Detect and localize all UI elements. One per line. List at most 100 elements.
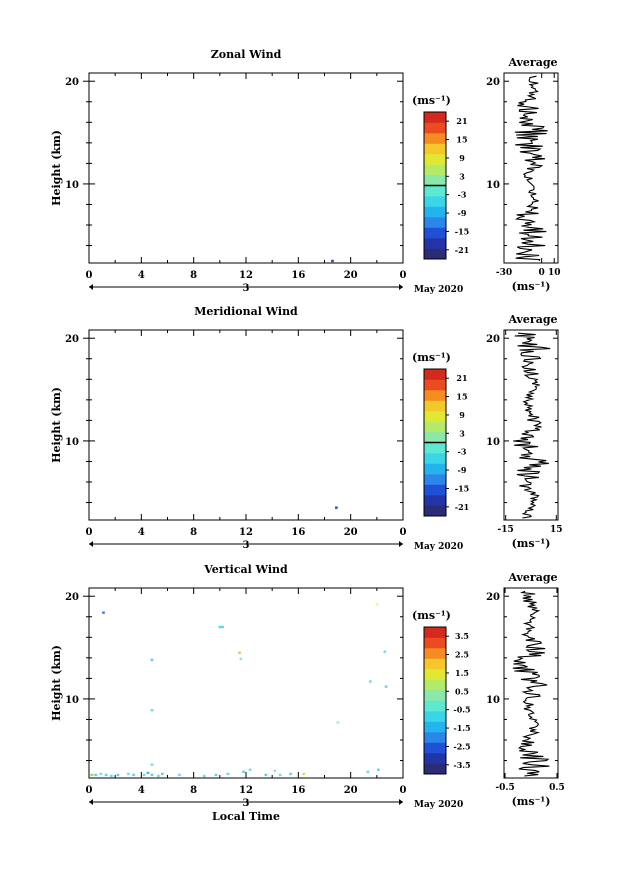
colorbar-segment <box>424 721 446 733</box>
average-title: Average <box>507 571 557 584</box>
colorbar-tick-label: 0.5 <box>455 686 469 696</box>
panel-2: Vertical Wind 0 4 8 12 16 20 0 10 20 Height (km) 3 M… <box>50 563 565 823</box>
date-bar-arrow-left <box>89 541 93 547</box>
date-bar-arrow-right <box>399 541 403 547</box>
y-axis-label: Height (km) <box>50 387 63 463</box>
data-cell <box>104 773 108 777</box>
y-tick-label: 20 <box>65 77 79 88</box>
colorbar-tick-label: 3.5 <box>455 631 469 641</box>
data-cell <box>110 774 113 778</box>
data-cell <box>369 680 372 683</box>
panel-title: Zonal Wind <box>211 48 282 61</box>
date-bar-arrow-right <box>399 799 403 805</box>
data-cell <box>226 772 230 776</box>
colorbar-segment <box>424 379 446 391</box>
data-cell <box>94 773 97 777</box>
colorbar-segment <box>424 700 446 712</box>
average-profile-line <box>513 332 551 519</box>
colorbar-segment <box>424 154 446 165</box>
average-y-tick-label: 20 <box>486 592 500 603</box>
data-cell <box>150 709 154 712</box>
colorbar-segment <box>424 669 446 680</box>
data-cell <box>278 773 282 777</box>
x-tick-label: 0 <box>400 527 407 538</box>
colorbar-tick-label: -3.5 <box>453 760 470 770</box>
colorbar-segment <box>424 763 446 775</box>
colorbar-segment <box>424 133 446 144</box>
data-cell <box>99 772 103 776</box>
data-cell <box>238 651 241 654</box>
colorbar-tick-label: -21 <box>455 502 469 512</box>
x-tick-label: 0 <box>86 527 93 538</box>
x-tick-label: 0 <box>86 785 93 796</box>
colorbar-segment <box>424 732 446 743</box>
x-axis-label: Local Time <box>212 810 280 823</box>
panel-title: Vertical Wind <box>203 563 288 576</box>
average-y-tick-label: 20 <box>486 77 500 88</box>
colorbar-tick-label: 2.5 <box>455 650 469 660</box>
plot-frame <box>88 329 404 521</box>
data-cell <box>248 768 252 771</box>
data-cell <box>116 773 120 777</box>
average-x-label: (ms⁻¹) <box>512 537 551 550</box>
panel-title: Meridional Wind <box>194 305 298 318</box>
y-tick-label: 20 <box>65 334 79 345</box>
y-tick-label: 10 <box>65 437 79 448</box>
colorbar-segment <box>424 627 446 638</box>
colorbar-segment <box>424 227 446 239</box>
colorbar-tick-label: 1.5 <box>455 668 469 678</box>
colorbar-tick-label: -1.5 <box>453 723 470 733</box>
colorbar-tick-label: 9 <box>459 410 465 420</box>
data-cell <box>376 768 380 771</box>
colorbar-segment <box>424 217 446 228</box>
colorbar-segment <box>424 690 446 701</box>
colorbar-tick-label: -9 <box>458 465 467 475</box>
data-cell <box>221 625 224 629</box>
average-x-label: (ms⁻¹) <box>512 795 551 808</box>
x-tick-label: 20 <box>344 270 358 281</box>
data-cell <box>214 773 218 777</box>
colorbar-segment <box>424 421 446 433</box>
data-cell <box>331 259 334 263</box>
colorbar-tick-label: 15 <box>456 392 467 402</box>
x-tick-label: 16 <box>291 527 305 538</box>
date-month-label: May 2020 <box>414 542 463 552</box>
colorbar-frame <box>423 626 447 775</box>
x-tick-label: 20 <box>344 527 358 538</box>
colorbar-segment <box>424 505 446 517</box>
colorbar-tick-label: -15 <box>455 226 469 236</box>
colorbar-segment <box>424 648 446 659</box>
colorbar-segment <box>424 185 446 197</box>
y-tick-label: 10 <box>65 180 79 191</box>
average-profile-line <box>514 75 548 262</box>
colorbar-unit: (ms⁻¹) <box>412 609 451 622</box>
colorbar-segment <box>424 238 446 249</box>
x-tick-label: 0 <box>400 270 407 281</box>
colorbar-segment <box>424 742 446 754</box>
y-tick-label: 20 <box>65 592 79 603</box>
x-tick-label: 4 <box>138 785 145 796</box>
y-axis-label: Height (km) <box>50 130 63 206</box>
colorbar-segment <box>424 711 446 722</box>
colorbar-segment <box>424 442 446 454</box>
data-cell <box>157 774 160 778</box>
average-y-tick-label: 10 <box>486 180 500 191</box>
x-tick-label: 12 <box>239 785 253 796</box>
data-cell <box>127 772 130 776</box>
data-cell <box>273 769 277 773</box>
average-x-tick-label: -15 <box>498 525 514 535</box>
data-cell <box>239 657 243 661</box>
x-tick-label: 0 <box>400 785 407 796</box>
colorbar-segment <box>424 463 446 475</box>
colorbar-segment <box>424 474 446 485</box>
x-tick-label: 4 <box>138 270 145 281</box>
colorbar-tick-label: -15 <box>455 483 469 493</box>
date-day-label: 3 <box>243 540 250 551</box>
colorbar-segment <box>424 637 446 649</box>
colorbar-tick-label: -3 <box>458 447 467 457</box>
colorbar-segment <box>424 164 446 176</box>
x-tick-label: 20 <box>344 785 358 796</box>
average-x-tick-label: 10 <box>548 268 561 278</box>
colorbar-segment <box>424 206 446 218</box>
